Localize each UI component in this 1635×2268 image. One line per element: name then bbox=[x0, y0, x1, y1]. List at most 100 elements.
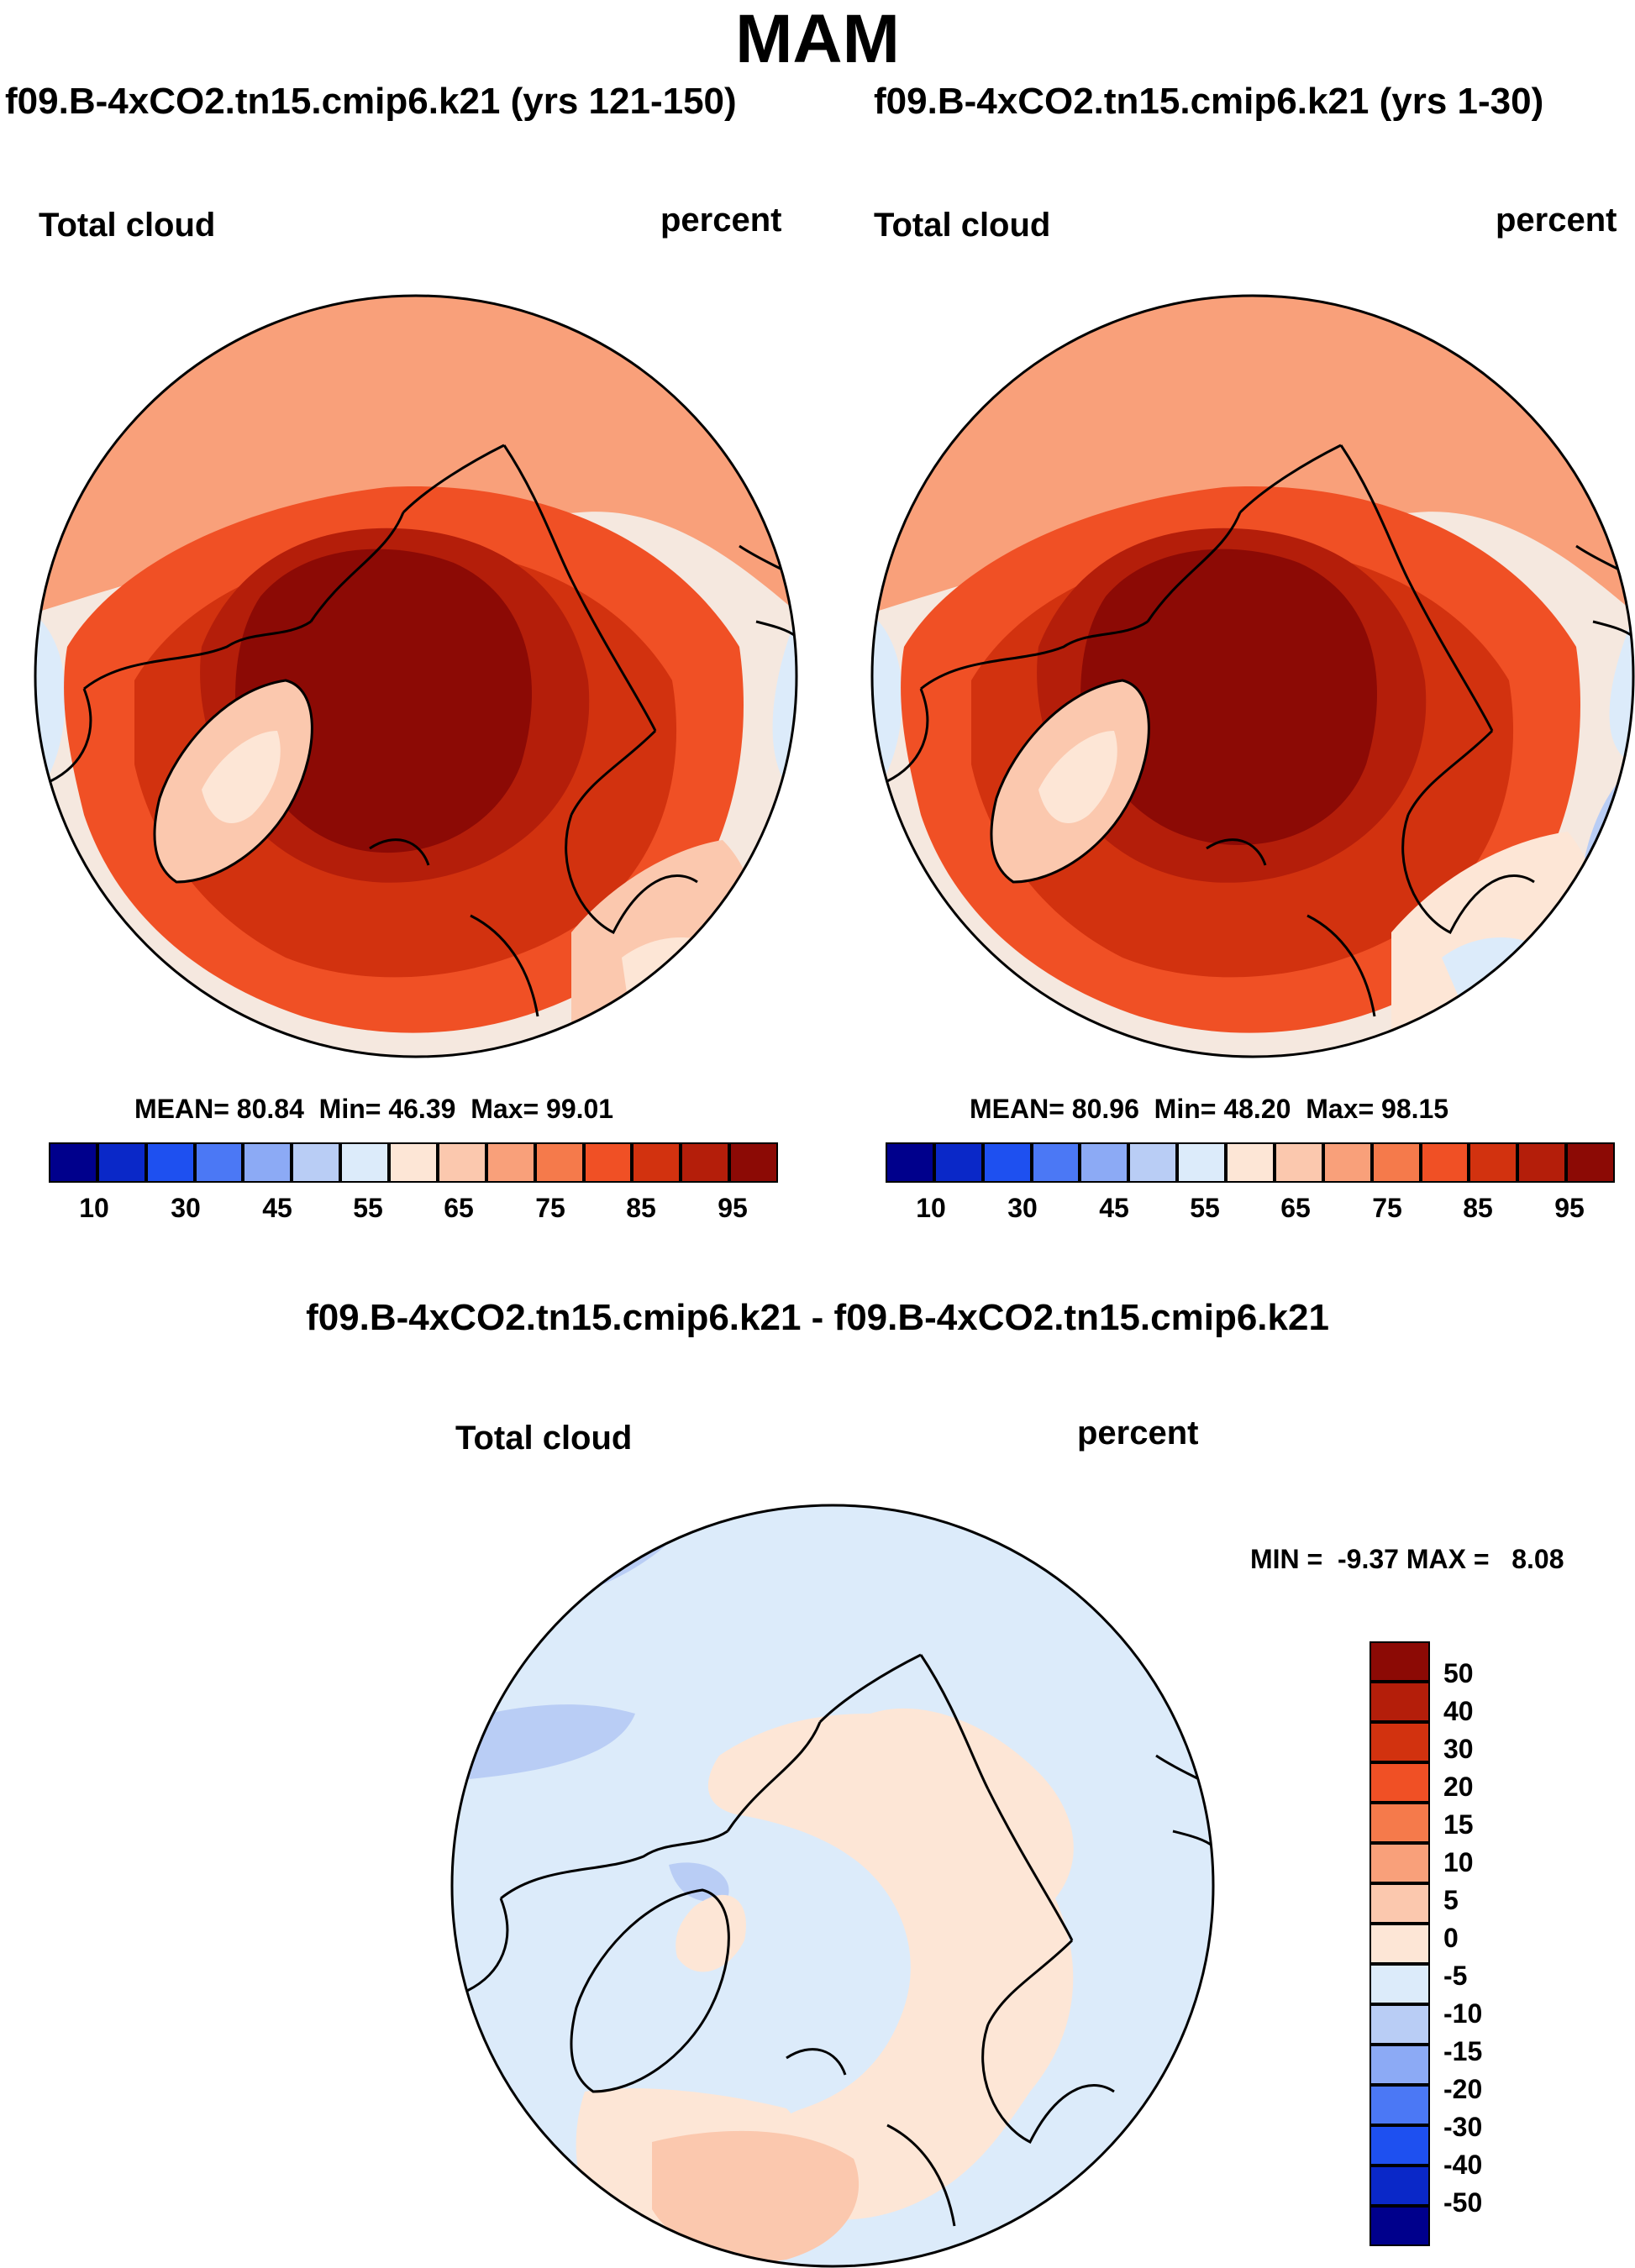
max-value: 98.15 bbox=[1381, 1094, 1449, 1124]
min-value: 46.39 bbox=[388, 1094, 456, 1124]
colorbar-swatch bbox=[486, 1142, 535, 1183]
colorbar-swatch bbox=[1517, 1142, 1567, 1183]
colorbar-tick-label: 45 bbox=[262, 1193, 292, 1223]
contour-band bbox=[235, 549, 533, 853]
colorbar-swatch bbox=[1370, 1964, 1430, 2004]
colorbar-swatch bbox=[49, 1142, 97, 1183]
coastlines bbox=[466, 1653, 1213, 2227]
colorbar-tick-label: 40 bbox=[1443, 1696, 1474, 1726]
colorbar-swatch bbox=[1370, 2166, 1430, 2206]
figure-title: MAM bbox=[735, 1, 900, 77]
diff-units-label: percent bbox=[1077, 1415, 1199, 1452]
colorbar-tick-label: 10 bbox=[79, 1193, 109, 1223]
panel-1-colorbar-ticks: 10 30 45 55 65 75 85 95 bbox=[49, 1193, 778, 1226]
colorbar-tick-label: 30 bbox=[1007, 1193, 1038, 1223]
colorbar-tick-label: 50 bbox=[1443, 1658, 1474, 1688]
colorbar-tick-label: 65 bbox=[444, 1193, 474, 1223]
colorbar-swatch bbox=[97, 1142, 146, 1183]
colorbar-swatch bbox=[583, 1142, 633, 1183]
colorbar-tick-label: 95 bbox=[718, 1193, 748, 1223]
colorbar-swatch bbox=[1370, 2085, 1430, 2125]
colorbar-tick-label: 0 bbox=[1443, 1923, 1459, 1953]
panel-1-polar-map bbox=[34, 294, 798, 1058]
contour-band bbox=[652, 2130, 860, 2262]
colorbar-swatch bbox=[1370, 1762, 1430, 1803]
colorbar-swatch bbox=[1370, 2004, 1430, 2045]
colorbar-tick-label: 55 bbox=[353, 1193, 383, 1223]
colorbar-tick-label: 85 bbox=[1463, 1193, 1493, 1223]
colorbar-swatch bbox=[933, 1142, 983, 1183]
colorbar-swatch bbox=[534, 1142, 584, 1183]
panel-1-stats: MEAN= 80.84 Min= 46.39 Max= 99.01 bbox=[134, 1094, 613, 1125]
diff-variable-label: Total cloud bbox=[455, 1420, 633, 1457]
diff-minmax: MIN = -9.37 MAX = 8.08 bbox=[1250, 1544, 1564, 1574]
diff-colorbar bbox=[1370, 1641, 1430, 2246]
colorbar-swatch bbox=[1371, 1142, 1421, 1183]
colorbar-swatch bbox=[1177, 1142, 1227, 1183]
colorbar-swatch bbox=[1128, 1142, 1178, 1183]
contour-band bbox=[622, 937, 723, 1016]
colorbar-tick-label: -40 bbox=[1443, 2150, 1483, 2180]
panel-1-title: f09.B-4xCO2.tn15.cmip6.k21 (yrs 121-150) bbox=[5, 81, 737, 122]
panel-2-variable-label: Total cloud bbox=[874, 207, 1051, 244]
colorbar-swatch bbox=[194, 1142, 244, 1183]
colorbar-swatch bbox=[982, 1142, 1032, 1183]
mean-label: MEAN= bbox=[134, 1094, 229, 1124]
contour-band bbox=[1038, 731, 1117, 823]
colorbar-swatch bbox=[681, 1142, 730, 1183]
mean-value: 80.96 bbox=[1071, 1094, 1139, 1124]
panel-2-colorbar-ticks: 10 30 45 55 65 75 85 95 bbox=[886, 1193, 1615, 1226]
colorbar-swatch bbox=[632, 1142, 681, 1183]
colorbar-swatch bbox=[1080, 1142, 1129, 1183]
colorbar-swatch bbox=[1370, 1641, 1430, 1682]
panel-1-colorbar bbox=[49, 1142, 778, 1183]
colorbar-tick-label: -10 bbox=[1443, 1998, 1483, 2029]
colorbar-tick-label: 5 bbox=[1443, 1885, 1459, 1915]
colorbar-swatch bbox=[243, 1142, 292, 1183]
colorbar-swatch bbox=[389, 1142, 438, 1183]
contour-band bbox=[707, 1708, 1074, 2220]
min-label: Min= bbox=[318, 1094, 381, 1124]
panel-2-units-label: percent bbox=[1496, 202, 1617, 239]
panel-2-colorbar bbox=[886, 1142, 1615, 1183]
diff-title: f09.B-4xCO2.tn15.cmip6.k21 - f09.B-4xCO2… bbox=[306, 1297, 1329, 1338]
colorbar-tick-label: 55 bbox=[1190, 1193, 1220, 1223]
diff-colorbar-ticks: 50 40 30 20 15 10 5 0 -5 -10 -15 -20 -30… bbox=[1443, 1641, 1544, 2246]
panel-2-title: f09.B-4xCO2.tn15.cmip6.k21 (yrs 1-30) bbox=[874, 81, 1544, 122]
colorbar-tick-label: 45 bbox=[1099, 1193, 1129, 1223]
colorbar-swatch bbox=[1370, 2125, 1430, 2166]
diff-polar-map bbox=[450, 1504, 1215, 2268]
colorbar-swatch bbox=[1322, 1142, 1372, 1183]
panel-2-polar-map bbox=[870, 294, 1635, 1058]
contour-band bbox=[452, 1704, 635, 1781]
colorbar-swatch bbox=[1370, 1924, 1430, 1964]
colorbar-swatch bbox=[1370, 1682, 1430, 1722]
colorbar-tick-label: -30 bbox=[1443, 2112, 1483, 2142]
min-value: 48.20 bbox=[1223, 1094, 1291, 1124]
colorbar-swatch bbox=[1370, 1803, 1430, 1843]
contour-band bbox=[669, 1862, 729, 1902]
colorbar-swatch bbox=[1370, 2206, 1430, 2246]
colorbar-tick-label: 10 bbox=[1443, 1847, 1474, 1877]
colorbar-swatch bbox=[437, 1142, 486, 1183]
contour-band bbox=[1080, 549, 1378, 845]
colorbar-swatch bbox=[1031, 1142, 1080, 1183]
colorbar-tick-label: 20 bbox=[1443, 1772, 1474, 1802]
colorbar-swatch bbox=[1469, 1142, 1518, 1183]
panel-1-units-label: percent bbox=[660, 202, 782, 239]
colorbar-swatch bbox=[1370, 1843, 1430, 1883]
min-label: Min= bbox=[1154, 1094, 1217, 1124]
colorbar-tick-label: -20 bbox=[1443, 2074, 1483, 2104]
colorbar-tick-label: 10 bbox=[916, 1193, 946, 1223]
colorbar-swatch bbox=[145, 1142, 195, 1183]
colorbar-tick-label: 75 bbox=[535, 1193, 565, 1223]
colorbar-tick-label: 85 bbox=[626, 1193, 656, 1223]
colorbar-tick-label: 30 bbox=[1443, 1734, 1474, 1764]
coastlines bbox=[50, 444, 796, 1017]
colorbar-swatch bbox=[1566, 1142, 1615, 1183]
panel-2-stats: MEAN= 80.96 Min= 48.20 Max= 98.15 bbox=[970, 1094, 1448, 1125]
max-label: Max= bbox=[471, 1094, 539, 1124]
mean-label: MEAN= bbox=[970, 1094, 1065, 1124]
panel-1-variable-label: Total cloud bbox=[39, 207, 216, 244]
colorbar-tick-label: -15 bbox=[1443, 2036, 1483, 2066]
